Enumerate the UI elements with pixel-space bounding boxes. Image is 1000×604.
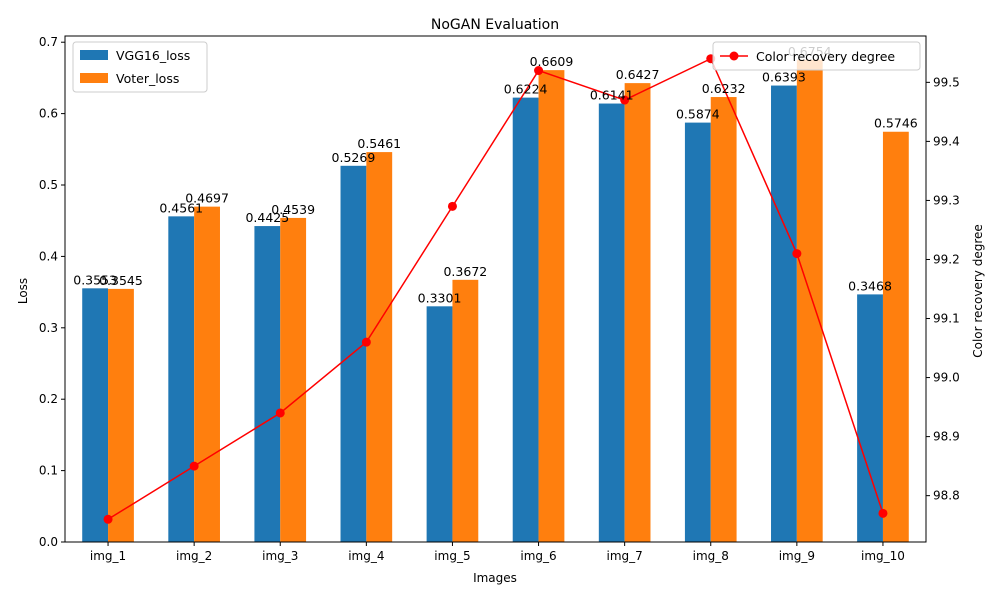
bar-vgg16-img_5 bbox=[426, 306, 453, 542]
y-tick-label-0.3: 0.3 bbox=[39, 321, 58, 335]
legend-swatch-vgg16 bbox=[80, 50, 108, 60]
point-color-recovery-img_4 bbox=[361, 337, 371, 347]
data-label-voter-img_7: 0.6427 bbox=[616, 67, 660, 82]
y-tick-label-0.1: 0.1 bbox=[39, 464, 58, 478]
data-label-voter-img_4: 0.5461 bbox=[357, 136, 401, 151]
y2-tick-label-99.3: 99.3 bbox=[933, 193, 960, 207]
legend-marker-color-recovery bbox=[729, 51, 739, 61]
axes-layer: 0.0 0.1 0.2 0.3 0.4 0.5 0.6 0.7 98.8 98.9 99.0 99.1… bbox=[39, 35, 960, 563]
x-tick-label-img_9: img_9 bbox=[779, 549, 815, 563]
data-label-vgg16-img_5: 0.3301 bbox=[418, 290, 462, 305]
data-label-vgg16-img_9: 0.6393 bbox=[762, 70, 806, 85]
bar-voter-img_2 bbox=[194, 206, 220, 542]
x-tick-label-img_2: img_2 bbox=[176, 549, 212, 563]
bar-voter-img_9 bbox=[796, 59, 823, 543]
data-label-vgg16-img_10: 0.3468 bbox=[848, 278, 892, 293]
y-tick-label-0.2: 0.2 bbox=[39, 392, 58, 406]
chart-title: NoGAN Evaluation bbox=[431, 17, 559, 33]
data-label-voter-img_3: 0.4539 bbox=[271, 202, 315, 217]
x-tick-label-img_10: img_10 bbox=[861, 549, 905, 563]
data-label-voter-img_5: 0.3672 bbox=[443, 264, 487, 279]
data-label-voter-img_1: 0.3545 bbox=[99, 273, 143, 288]
y2-axis-title: Color recovery degree bbox=[971, 224, 985, 358]
data-label-vgg16-img_7: 0.6141 bbox=[590, 88, 634, 103]
y-tick-label-0.6: 0.6 bbox=[39, 107, 58, 121]
data-label-voter-img_10: 0.5746 bbox=[874, 116, 918, 131]
data-label-vgg16-img_3: 0.4425 bbox=[245, 210, 289, 225]
data-label-vgg16-img_2: 0.4561 bbox=[159, 200, 203, 215]
y2-tick-label-99.0: 99.0 bbox=[933, 371, 960, 385]
bars-layer bbox=[82, 59, 909, 543]
point-color-recovery-img_3 bbox=[275, 408, 285, 418]
bar-vgg16-img_8 bbox=[684, 122, 711, 543]
y2-tick-label-99.5: 99.5 bbox=[933, 75, 960, 89]
x-tick-label-img_5: img_5 bbox=[434, 549, 470, 563]
bar-voter-img_4 bbox=[366, 152, 393, 542]
x-axis-title: Images bbox=[473, 571, 517, 585]
x-tick-label-img_4: img_4 bbox=[348, 549, 384, 563]
y-tick-label-0.0: 0.0 bbox=[39, 535, 58, 549]
legend-left: VGG16_loss Voter_loss bbox=[72, 41, 208, 93]
x-tick-label-img_8: img_8 bbox=[693, 549, 729, 563]
point-color-recovery-img_2 bbox=[189, 461, 199, 471]
line-color-recovery bbox=[107, 57, 884, 520]
y2-tick-label-98.8: 98.8 bbox=[933, 489, 960, 503]
y-tick-label-0.4: 0.4 bbox=[39, 249, 58, 263]
data-label-vgg16-img_4: 0.5269 bbox=[332, 150, 376, 165]
y-tick-label-0.5: 0.5 bbox=[39, 178, 58, 192]
y2-tick-label-99.1: 99.1 bbox=[933, 312, 960, 326]
bar-voter-img_7 bbox=[624, 83, 651, 543]
data-label-voter-img_2: 0.4697 bbox=[185, 191, 229, 206]
point-color-recovery-img_7 bbox=[620, 95, 630, 105]
y-axis-title: Loss bbox=[16, 278, 30, 304]
data-label-voter-img_6: 0.6609 bbox=[530, 54, 574, 69]
legend-right: Color recovery degree bbox=[712, 41, 921, 71]
data-label-vgg16-img_1: 0.3553 bbox=[73, 272, 117, 287]
legend-label-vgg16: VGG16_loss bbox=[116, 48, 190, 63]
bar-vgg16-img_10 bbox=[857, 294, 883, 542]
x-tick-label-img_1: img_1 bbox=[90, 549, 126, 563]
line-layer bbox=[103, 54, 888, 524]
point-color-recovery-img_9 bbox=[792, 249, 802, 259]
point-color-recovery-img_5 bbox=[447, 201, 457, 211]
legend-label-voter: Voter_loss bbox=[116, 71, 179, 86]
bar-voter-img_8 bbox=[710, 97, 737, 542]
y2-tick-label-98.9: 98.9 bbox=[933, 430, 960, 444]
bar-vgg16-img_7 bbox=[598, 103, 625, 543]
y2-tick-label-99.4: 99.4 bbox=[933, 134, 960, 148]
legend-swatch-voter bbox=[80, 73, 108, 83]
bar-vgg16-img_9 bbox=[771, 85, 797, 542]
bar-voter-img_3 bbox=[280, 217, 307, 542]
data-labels-layer: 0.3553 0.4561 0.4425 0.5269 0.3301 0.6224 0.61… bbox=[73, 44, 918, 306]
data-label-voter-img_8: 0.6232 bbox=[702, 81, 746, 96]
bar-voter-img_5 bbox=[452, 279, 479, 542]
bar-voter-img_1 bbox=[108, 288, 134, 542]
point-color-recovery-img_6 bbox=[534, 66, 544, 76]
bar-vgg16-img_3 bbox=[254, 226, 281, 542]
bar-vgg16-img_1 bbox=[82, 288, 109, 542]
point-color-recovery-img_10 bbox=[878, 508, 888, 518]
y2-tick-label-99.2: 99.2 bbox=[933, 252, 960, 266]
legend-label-color-recovery: Color recovery degree bbox=[756, 49, 895, 64]
bar-voter-img_6 bbox=[538, 70, 565, 542]
x-tick-label-img_3: img_3 bbox=[262, 549, 298, 563]
plot-frame bbox=[64, 35, 927, 543]
bar-voter-img_10 bbox=[882, 131, 909, 542]
bar-vgg16-img_4 bbox=[340, 165, 367, 542]
legend-right-frame bbox=[712, 41, 921, 71]
point-color-recovery-img_1 bbox=[103, 514, 113, 524]
data-label-vgg16-img_8: 0.5874 bbox=[676, 107, 720, 122]
y-tick-label-0.7: 0.7 bbox=[39, 35, 58, 49]
data-label-vgg16-img_6: 0.6224 bbox=[504, 82, 548, 97]
x-tick-label-img_6: img_6 bbox=[520, 549, 556, 563]
x-tick-label-img_7: img_7 bbox=[607, 549, 643, 563]
bar-vgg16-img_2 bbox=[168, 216, 195, 543]
bar-vgg16-img_6 bbox=[512, 97, 539, 542]
